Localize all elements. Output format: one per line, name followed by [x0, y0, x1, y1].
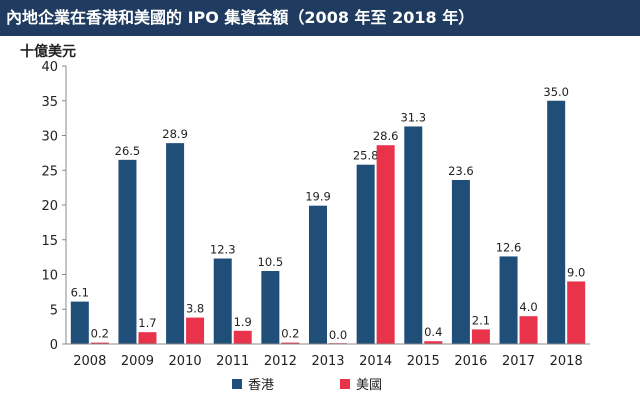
y-tick-label: 15	[41, 234, 58, 249]
bar-us-2017	[519, 316, 538, 344]
bar-hongkong-2016	[451, 179, 470, 344]
bar-us-2008	[90, 342, 109, 344]
legend-label-us: 美國	[356, 378, 382, 393]
data-label: 31.3	[400, 110, 426, 124]
x-tick-label: 2013	[311, 354, 344, 369]
data-label: 0.4	[424, 325, 442, 339]
data-label: 0.2	[91, 327, 109, 341]
legend-label-hongkong: 香港	[248, 378, 274, 393]
legend-swatch-us	[340, 379, 350, 389]
y-tick-label: 25	[41, 164, 58, 179]
bar-hongkong-2010	[166, 143, 185, 344]
bar-hongkong-2017	[499, 256, 518, 344]
bar-us-2015	[424, 341, 443, 344]
x-tick-label: 2014	[359, 354, 392, 369]
bar-hongkong-2015	[404, 126, 423, 344]
bar-hongkong-2012	[261, 271, 280, 344]
x-tick-label: 2016	[454, 354, 487, 369]
legend-swatch-hongkong	[232, 379, 242, 389]
data-label: 9.0	[567, 265, 585, 279]
x-tick-label: 2009	[121, 354, 154, 369]
x-tick-label: 2010	[169, 354, 202, 369]
y-tick-label: 20	[41, 199, 58, 214]
bar-us-2014	[376, 145, 395, 344]
data-label: 2.1	[472, 313, 490, 327]
y-tick-label: 35	[41, 95, 58, 110]
bar-hongkong-2011	[213, 258, 232, 344]
data-label: 23.6	[448, 164, 474, 178]
y-tick-label: 40	[41, 60, 58, 75]
x-tick-label: 2017	[502, 354, 535, 369]
bar-us-2012	[281, 342, 300, 344]
bar-hongkong-2008	[70, 301, 89, 344]
bar-us-2016	[471, 329, 490, 344]
bar-hongkong-2009	[118, 159, 137, 344]
data-label: 1.9	[234, 315, 252, 329]
x-tick-label: 2018	[550, 354, 583, 369]
data-label: 12.6	[496, 240, 522, 254]
data-label: 25.8	[353, 149, 379, 163]
data-label: 0.2	[281, 327, 299, 341]
x-tick-label: 2015	[407, 354, 440, 369]
chart-title: 內地企業在香港和美國的 IPO 集資金額（2008 年至 2018 年）	[0, 0, 640, 36]
x-tick-label: 2012	[264, 354, 297, 369]
x-tick-label: 2011	[216, 354, 249, 369]
y-tick-label: 0	[50, 338, 58, 353]
bar-us-2009	[138, 332, 157, 344]
y-tick-label: 10	[41, 269, 58, 284]
data-label: 28.9	[162, 127, 188, 141]
data-label: 28.6	[373, 129, 399, 143]
x-tick-label: 2008	[73, 354, 106, 369]
data-label: 19.9	[305, 190, 331, 204]
data-label: 4.0	[519, 300, 537, 314]
y-tick-label: 5	[50, 303, 58, 318]
data-label: 0.0	[329, 328, 347, 342]
data-label: 1.7	[138, 316, 156, 330]
bar-us-2011	[233, 330, 252, 344]
data-label: 10.5	[258, 255, 284, 269]
bar-hongkong-2014	[356, 164, 375, 344]
data-label: 26.5	[115, 144, 141, 158]
bar-us-2010	[186, 317, 205, 344]
data-label: 3.8	[186, 302, 204, 316]
y-tick-label: 30	[41, 130, 58, 145]
data-label: 35.0	[543, 85, 569, 99]
data-label: 12.3	[210, 243, 236, 257]
y-axis-title: 十億美元	[20, 43, 76, 60]
data-label: 6.1	[71, 286, 89, 300]
bar-us-2018	[567, 281, 586, 344]
bar-hongkong-2013	[309, 205, 327, 344]
bar-hongkong-2018	[547, 100, 566, 344]
